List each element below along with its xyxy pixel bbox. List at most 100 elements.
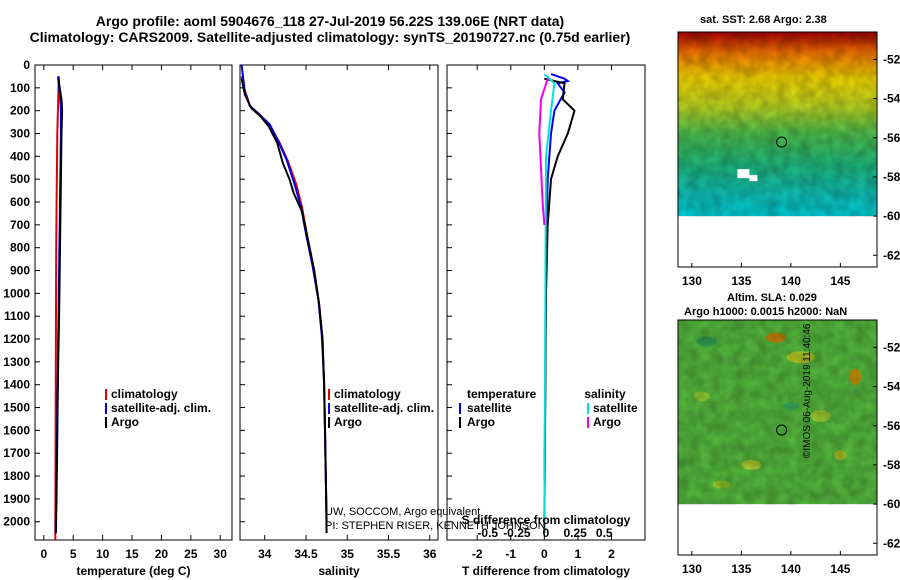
y-tick-label: 2000 — [3, 515, 30, 529]
x-axis-label: temperature (deg C) — [76, 564, 190, 578]
legend-swatch — [328, 403, 330, 414]
legend-label: climatology — [334, 387, 401, 401]
x-tick-label: 36 — [423, 547, 437, 561]
y-tick-label: 300 — [10, 127, 30, 141]
y-tick-label: 200 — [10, 104, 30, 118]
salinity-tick-label: 0.5 — [596, 526, 613, 540]
y-tick-label: 1900 — [3, 492, 30, 506]
x-tick-label: 30 — [214, 547, 228, 561]
map-y-tick-label: -60 — [883, 209, 900, 223]
map-x-tick-label: 140 — [781, 274, 801, 288]
legend-swatch — [587, 403, 589, 414]
legend-swatch — [587, 417, 589, 428]
salinity-tick-label: -0.25 — [503, 526, 531, 540]
legend-swatch — [328, 417, 330, 428]
salinity-tick-label: 0 — [543, 526, 550, 540]
map-x-tick-label: 145 — [830, 562, 850, 576]
map-frame — [677, 31, 878, 268]
sla-map-title-1: Altim. SLA: 0.029 — [727, 292, 817, 304]
y-tick-label: 1300 — [3, 355, 30, 369]
x-tick-label: 2 — [608, 547, 615, 561]
legend-label: climatology — [111, 387, 178, 401]
map-y-tick-label: -60 — [883, 497, 900, 511]
y-tick-label: 400 — [10, 149, 30, 163]
sla-texture — [678, 320, 877, 505]
map-y-tick-label: -58 — [883, 458, 900, 472]
series-salinity-argo — [538, 78, 549, 225]
y-tick-label: 500 — [10, 172, 30, 186]
map-y-tick-label: -54 — [883, 380, 900, 394]
series-satellite-adj-clim- — [240, 64, 328, 522]
y-tick-label: 700 — [10, 218, 30, 232]
difference-profile: -2 -1 0 1 2 T difference from climatology temp… — [446, 64, 646, 578]
y-tick-label: 0 — [23, 58, 30, 72]
y-tick-label: 1600 — [3, 423, 30, 437]
map-y-tick-label: -52 — [883, 52, 900, 66]
salinity-tick-label: -0.5 — [477, 526, 498, 540]
map-x-tick-label: 130 — [682, 274, 702, 288]
legend-swatch — [328, 389, 330, 400]
salinity-profile: 34 34.5 35 35.5 36 salinity climatologysatelli… — [239, 64, 439, 578]
y-tick-label: 1200 — [3, 332, 30, 346]
legend-label: Argo — [593, 415, 621, 429]
x-tick-label: 35.5 — [377, 547, 401, 561]
x-tick-label: 0 — [40, 547, 47, 561]
x-tick-label: 34 — [258, 547, 272, 561]
series-climatology — [240, 76, 328, 522]
y-tick-label: 1100 — [4, 309, 30, 323]
legend-label: Argo — [334, 415, 362, 429]
y-tick-label: 1500 — [3, 401, 30, 415]
x-tick-label: -2 — [472, 547, 483, 561]
credit-line-2: PI: STEPHEN RISER, KENNETH JOHNSON — [325, 520, 546, 532]
argo-position-marker — [776, 136, 788, 148]
sst-map-title: sat. SST: 2.68 Argo: 2.38 — [700, 14, 827, 26]
x-tick-label: 1 — [575, 547, 582, 561]
map-y-tick-label: -52 — [883, 340, 900, 354]
legend-swatch — [459, 403, 461, 414]
plot-frame — [239, 64, 439, 541]
y-tick-label: 800 — [10, 241, 30, 255]
plot-frame — [446, 64, 646, 541]
x-tick-label: 34.5 — [294, 547, 318, 561]
y-tick-label: 900 — [10, 264, 30, 278]
y-tick-label: 1700 — [3, 446, 30, 460]
map-y-tick-label: -62 — [883, 536, 900, 550]
map-y-tick-label: -62 — [883, 248, 900, 262]
x-tick-label: 35 — [341, 547, 355, 561]
legend-swatch — [105, 389, 107, 400]
y-tick-label: 1400 — [3, 378, 30, 392]
sla-map: 130 135 140 145 -52 -54 -56 -58 -60 -62 — [677, 319, 900, 576]
y-tick-label: 100 — [10, 81, 30, 95]
salinity-axis-label: S difference from climatology — [462, 513, 631, 527]
series-temperature-argo — [543, 77, 576, 534]
legend-title-temperature: temperature — [467, 387, 537, 401]
x-tick-label: 10 — [96, 547, 110, 561]
x-tick-label: 5 — [70, 547, 77, 561]
x-axis-label: salinity — [318, 564, 360, 578]
y-tick-label: 1000 — [3, 286, 30, 300]
sst-map: 130 135 140 145 -52 -54 -56 -58 -60 -62 — [677, 31, 900, 288]
credit-line-1: UW, SOCCOM, Argo equivalent — [325, 506, 481, 518]
legend-label: satellite — [467, 401, 512, 415]
y-tick-label: 1800 — [3, 469, 30, 483]
legend-label: satellite-adj. clim. — [334, 401, 434, 415]
sst-texture — [678, 32, 877, 217]
legend-label: Argo — [111, 415, 139, 429]
map-x-tick-label: 145 — [830, 274, 850, 288]
legend-label: Argo — [467, 415, 495, 429]
x-tick-label: -1 — [505, 547, 516, 561]
map-x-tick-label: 135 — [731, 562, 751, 576]
legend-swatch — [105, 403, 107, 414]
x-tick-label: 0 — [541, 547, 548, 561]
map-y-tick-label: -56 — [883, 419, 900, 433]
salinity-tick-label: 0.25 — [563, 526, 587, 540]
imos-stamp: ©IMOS 06-Aug-2019 11:40:46 — [802, 323, 813, 459]
x-tick-label: 20 — [155, 547, 169, 561]
map-y-tick-label: -54 — [883, 92, 900, 106]
legend-swatch — [105, 417, 107, 428]
map-y-tick-label: -58 — [883, 170, 900, 184]
plot-frame — [34, 64, 233, 541]
series-argo — [240, 78, 328, 534]
series-salinity-satellite — [543, 73, 556, 534]
